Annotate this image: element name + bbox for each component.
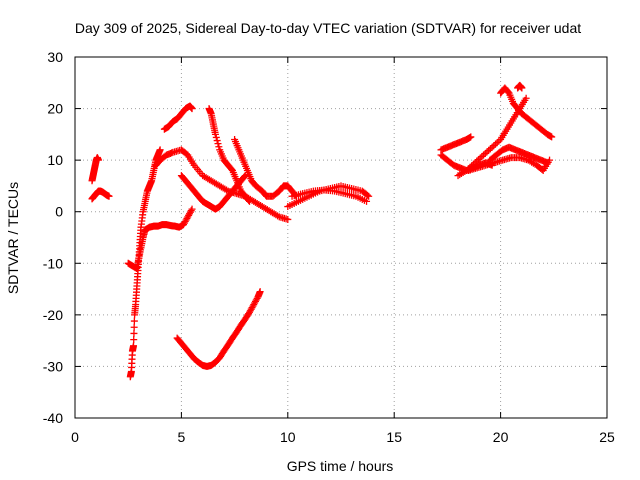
data-point — [188, 105, 196, 113]
x-tick-label: 15 — [386, 429, 402, 445]
data-point — [365, 192, 373, 200]
series-arc-5 — [160, 102, 196, 133]
data-point — [156, 146, 164, 154]
series-arc-1b — [88, 187, 113, 203]
data-point-interp — [363, 191, 371, 199]
series-arc-3 — [124, 205, 196, 272]
data-point — [546, 156, 554, 164]
series-arc-1a — [88, 154, 102, 185]
x-tick-label: 0 — [71, 429, 79, 445]
y-tick-label: 20 — [47, 101, 63, 117]
data-point — [522, 94, 530, 102]
data-point — [188, 205, 196, 213]
data-point — [363, 197, 371, 205]
series-arc-17 — [465, 154, 554, 174]
data-point-interp — [212, 133, 220, 141]
y-tick-label: 10 — [47, 152, 63, 168]
y-tick-label: -40 — [43, 410, 63, 426]
data-point — [105, 192, 113, 200]
data-point — [467, 133, 475, 141]
data-point-interp — [130, 323, 138, 331]
series-arc-16 — [486, 143, 551, 167]
data-point-interp — [213, 137, 221, 145]
series-arc-15 — [497, 84, 556, 141]
data-point — [130, 342, 138, 350]
data-point — [256, 288, 264, 296]
y-tick-label: -20 — [43, 307, 63, 323]
data-point — [245, 197, 253, 205]
data-point-interp — [214, 140, 222, 148]
data-point — [211, 130, 219, 138]
series-arc-11 — [173, 288, 264, 370]
x-tick-label: 20 — [493, 429, 509, 445]
y-tick-label: 30 — [47, 49, 63, 65]
y-axis-label: SDTVAR / TECUs — [5, 182, 21, 294]
series-arc-10 — [288, 186, 371, 205]
data-point-interp — [215, 143, 223, 151]
y-tick-label: 0 — [55, 204, 63, 220]
data-point — [548, 133, 556, 141]
data-point — [94, 156, 102, 164]
series-arc-12 — [437, 133, 475, 154]
chart-title: Day 309 of 2025, Sidereal Day-to-day VTE… — [75, 20, 581, 36]
data-point — [518, 84, 526, 92]
data-point-interp — [130, 336, 138, 344]
axis-ticks — [74, 56, 608, 419]
series-arc-7 — [205, 105, 253, 205]
data-point-interp — [245, 196, 253, 204]
grid-lines — [75, 57, 607, 418]
plot-frame — [74, 56, 608, 419]
x-axis-label: GPS time / hours — [287, 458, 394, 474]
x-tick-label: 10 — [280, 429, 296, 445]
tick-labels: 0 5 10 15 20 25 -40 -30 -20 -10 0 10 20 30 — [43, 49, 615, 445]
data-point-interp — [130, 317, 138, 325]
data-point — [284, 215, 292, 223]
data-point-interp — [130, 329, 138, 337]
x-tick-label: 5 — [178, 429, 186, 445]
y-tick-label: -10 — [43, 255, 63, 271]
series-arc-18 — [514, 81, 526, 92]
x-tick-label: 25 — [599, 429, 615, 445]
y-tick-label: -30 — [43, 358, 63, 374]
data-points — [88, 81, 556, 381]
data-point-interp — [187, 207, 195, 215]
